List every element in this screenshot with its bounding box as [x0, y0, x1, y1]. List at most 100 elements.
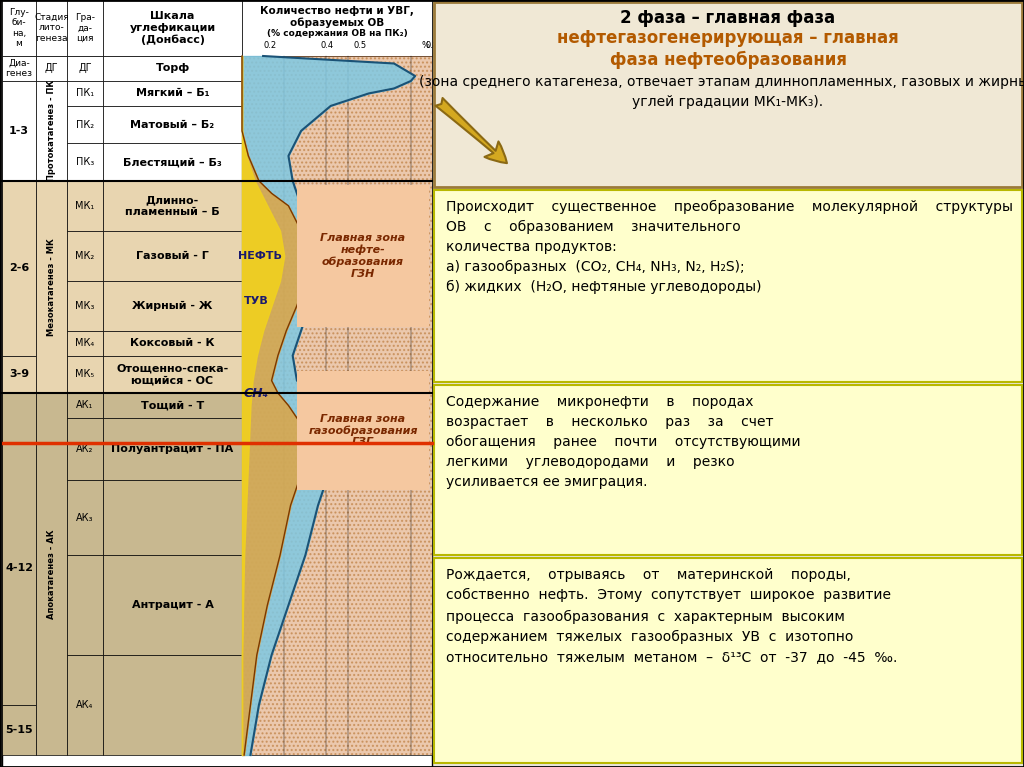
Bar — [67, 81, 103, 106]
Text: Отощенно-спека-
ющийся - ОС: Отощенно-спека- ющийся - ОС — [117, 364, 228, 385]
Text: (% содержания ОВ на ПК₂): (% содержания ОВ на ПК₂) — [266, 28, 408, 38]
Text: (зона среднего катагенеза, отвечает этапам длиннопламенных, газовых и жирных: (зона среднего катагенеза, отвечает этап… — [419, 75, 1024, 89]
Text: 0.8: 0.8 — [425, 41, 438, 50]
Bar — [67, 555, 103, 655]
Text: нефтегазогенерирующая – главная: нефтегазогенерирующая – главная — [557, 29, 899, 47]
Bar — [103, 281, 242, 331]
Text: АК₃: АК₃ — [76, 513, 94, 523]
Bar — [2, 705, 36, 755]
Bar — [67, 393, 103, 418]
Text: СН₄: СН₄ — [244, 387, 268, 400]
Bar — [103, 480, 242, 555]
Bar — [103, 81, 242, 106]
Text: Антрацит - А: Антрацит - А — [131, 601, 213, 611]
Text: собственно  нефть.  Этому  сопутствует  широкое  развитие: собственно нефть. Этому сопутствует широ… — [446, 588, 891, 602]
Bar — [2, 56, 36, 81]
Text: количества продуктов:: количества продуктов: — [446, 240, 616, 254]
Bar — [2, 81, 36, 181]
Text: углей градации МК₁-МК₃).: углей градации МК₁-МК₃). — [633, 95, 823, 109]
Text: МК₂: МК₂ — [76, 251, 94, 261]
Text: ТУВ: ТУВ — [244, 295, 268, 306]
Text: АК₄: АК₄ — [77, 700, 93, 710]
Bar — [36, 56, 67, 81]
Bar — [242, 56, 432, 755]
Text: МК₄: МК₄ — [76, 338, 94, 348]
Bar — [103, 231, 242, 281]
Text: МК₁: МК₁ — [76, 201, 94, 211]
Bar — [2, 0, 36, 56]
Text: процесса  газообразования  с  характерным  высоким: процесса газообразования с характерным в… — [446, 610, 845, 624]
Bar — [103, 181, 242, 231]
Bar — [36, 0, 67, 56]
Bar — [434, 2, 1022, 765]
Text: Стадия
лито-
генеза: Стадия лито- генеза — [34, 13, 69, 43]
Text: Мезокатагенез - МК: Мезокатагенез - МК — [47, 238, 56, 336]
Text: Апокатагенез - АК: Апокатагенез - АК — [47, 529, 56, 619]
Text: Шкала
углефикации
(Донбасс): Шкала углефикации (Донбасс) — [129, 11, 216, 45]
Bar — [36, 181, 67, 393]
Bar — [297, 185, 429, 327]
Bar — [103, 418, 242, 480]
Text: МК₃: МК₃ — [76, 301, 94, 311]
Bar — [67, 56, 103, 81]
Text: Жирный - Ж: Жирный - Ж — [132, 301, 213, 311]
Bar — [67, 655, 103, 755]
Bar — [2, 0, 432, 767]
Text: Рождается,    отрываясь    от    материнской    породы,: Рождается, отрываясь от материнской поро… — [446, 568, 851, 582]
Text: ДГ: ДГ — [45, 64, 58, 74]
Bar — [103, 106, 242, 143]
Text: Полуантрацит - ПА: Полуантрацит - ПА — [112, 444, 233, 454]
Text: Гра-
да-
ция: Гра- да- ция — [75, 13, 95, 43]
Bar — [2, 393, 36, 705]
Bar — [2, 356, 36, 393]
Text: 3-9: 3-9 — [9, 369, 29, 380]
Bar — [103, 655, 242, 755]
Text: ПК₂: ПК₂ — [76, 120, 94, 130]
Bar — [2, 0, 432, 56]
Text: Тощий - Т: Тощий - Т — [141, 400, 204, 410]
Text: Длинно-
пламенный – Б: Длинно- пламенный – Б — [125, 195, 220, 216]
Text: 0.2: 0.2 — [264, 41, 278, 50]
Bar — [434, 2, 1022, 187]
Bar — [434, 558, 1022, 763]
Bar — [67, 181, 103, 231]
Text: %: % — [422, 41, 430, 50]
Text: а) газообразных  (СО₂, СН₄, NH₃, N₂, H₂S);: а) газообразных (СО₂, СН₄, NH₃, N₂, H₂S)… — [446, 260, 744, 274]
Bar — [103, 555, 242, 655]
Text: ПК₃: ПК₃ — [76, 157, 94, 167]
Text: ПК₁: ПК₁ — [76, 88, 94, 98]
Bar — [36, 81, 67, 181]
Bar — [103, 356, 242, 393]
Text: Количество нефти и УВГ,: Количество нефти и УВГ, — [260, 6, 414, 16]
Text: Глу-
би-
на,
м: Глу- би- на, м — [9, 8, 29, 48]
Text: НЕФТЬ: НЕФТЬ — [238, 251, 282, 261]
Text: 0.4: 0.4 — [321, 41, 334, 50]
Text: усиливается ее эмиграция.: усиливается ее эмиграция. — [446, 475, 647, 489]
Text: возрастает    в    несколько    раз    за    счет: возрастает в несколько раз за счет — [446, 415, 773, 429]
Bar — [103, 331, 242, 356]
Text: Блестящий – Б₃: Блестящий – Б₃ — [123, 157, 222, 167]
Bar — [434, 385, 1022, 555]
Bar — [36, 393, 67, 755]
Text: Диа-
генез: Диа- генез — [5, 59, 33, 78]
Text: образуемых ОВ: образуемых ОВ — [290, 18, 384, 28]
Text: относительно  тяжелым  метаном  –  δ¹³С  от  -37  до  -45  ‰.: относительно тяжелым метаном – δ¹³С от -… — [446, 650, 897, 664]
Text: АК₁: АК₁ — [77, 400, 93, 410]
Bar — [297, 371, 429, 490]
Bar — [242, 0, 432, 56]
Text: 1-3: 1-3 — [9, 126, 29, 136]
Text: 2 фаза – главная фаза: 2 фаза – главная фаза — [621, 9, 836, 27]
Text: Происходит    существенное    преобразование    молекулярной    структуры: Происходит существенное преобразование м… — [446, 200, 1013, 214]
Bar — [67, 106, 103, 143]
Bar — [103, 56, 242, 81]
Text: Главная зона
газообразования
ГЗГ: Главная зона газообразования ГЗГ — [308, 413, 418, 447]
Bar — [103, 0, 242, 56]
Text: Газовый - Г: Газовый - Г — [136, 251, 209, 261]
Bar — [67, 356, 103, 393]
Bar — [242, 56, 432, 755]
Bar — [67, 331, 103, 356]
Bar — [242, 56, 432, 755]
Text: б) жидких  (Н₂О, нефтяные углеводороды): б) жидких (Н₂О, нефтяные углеводороды) — [446, 280, 762, 294]
Text: содержанием  тяжелых  газообразных  УВ  с  изотопно: содержанием тяжелых газообразных УВ с из… — [446, 630, 853, 644]
Bar — [2, 181, 36, 356]
